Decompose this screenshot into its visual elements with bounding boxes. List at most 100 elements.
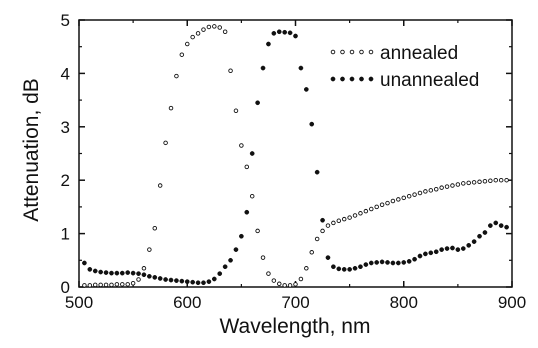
legend: annealed unannealed — [330, 43, 479, 91]
data-point-unannealed — [266, 41, 271, 47]
data-point-annealed — [358, 211, 363, 216]
data-point-unannealed — [336, 266, 342, 272]
data-point-annealed — [379, 202, 385, 208]
data-point-annealed — [309, 250, 314, 255]
data-point-unannealed — [233, 247, 239, 252]
data-point-annealed — [363, 208, 369, 214]
data-point-annealed — [130, 281, 136, 286]
y-tick-label: 1 — [61, 225, 70, 244]
data-point-unannealed — [368, 260, 374, 266]
legend-annealed-marker-dot — [340, 49, 345, 55]
data-point-annealed — [87, 283, 93, 288]
data-point-annealed — [374, 204, 379, 210]
data-point-unannealed — [114, 270, 120, 276]
data-point-unannealed — [119, 270, 125, 276]
data-point-unannealed — [385, 260, 390, 265]
data-point-unannealed — [433, 249, 439, 255]
data-point-unannealed — [147, 273, 152, 279]
x-tick-labels: 500 600 700 800 900 — [65, 293, 526, 312]
x-tick-label: 600 — [173, 293, 201, 312]
data-point-unannealed — [482, 230, 488, 235]
data-point-annealed — [163, 140, 168, 146]
legend-annealed-label: annealed — [380, 43, 458, 64]
data-point-unannealed — [163, 277, 168, 282]
data-point-unannealed — [125, 270, 131, 275]
data-point-unannealed — [87, 267, 93, 272]
data-point-annealed — [477, 179, 482, 185]
x-axis-label: Wavelength, nm — [220, 315, 371, 338]
data-point-unannealed — [309, 121, 315, 127]
series-annealed — [82, 24, 509, 288]
data-point-unannealed — [303, 87, 309, 92]
data-point-annealed — [206, 24, 212, 30]
data-point-annealed — [195, 31, 201, 36]
data-point-unannealed — [92, 268, 98, 274]
data-point-unannealed — [455, 247, 461, 252]
data-point-unannealed — [493, 220, 499, 226]
data-point-annealed — [271, 278, 277, 283]
data-point-unannealed — [320, 217, 325, 223]
data-point-unannealed — [103, 270, 109, 275]
data-point-unannealed — [401, 260, 407, 265]
data-point-annealed — [325, 223, 331, 228]
data-point-annealed — [369, 206, 374, 212]
data-point-unannealed — [179, 278, 185, 284]
data-point-unannealed — [298, 65, 304, 71]
legend-unannealed-marker-dot — [330, 76, 336, 82]
data-point-unannealed — [152, 275, 158, 280]
data-point-unannealed — [195, 280, 201, 286]
x-tick-label: 900 — [498, 293, 526, 312]
data-point-annealed — [423, 189, 428, 194]
data-point-annealed — [488, 178, 493, 183]
data-point-unannealed — [190, 279, 196, 285]
data-point-unannealed — [460, 246, 466, 251]
data-point-annealed — [282, 283, 287, 288]
data-point-unannealed — [439, 247, 444, 252]
legend-annealed-marker-dot — [330, 49, 336, 55]
data-point-unannealed — [157, 276, 163, 281]
series-unannealed — [82, 29, 509, 286]
data-point-annealed — [450, 183, 455, 188]
data-point-annealed — [152, 226, 158, 231]
data-point-unannealed — [287, 30, 293, 36]
data-point-annealed — [82, 283, 87, 288]
data-point-annealed — [504, 177, 509, 183]
data-point-unannealed — [341, 267, 347, 272]
legend-annealed-marker-dot — [368, 49, 374, 55]
data-point-unannealed — [358, 264, 363, 270]
data-point-annealed — [228, 68, 233, 73]
data-point-annealed — [493, 177, 499, 183]
data-point-annealed — [385, 200, 390, 206]
data-point-unannealed — [390, 260, 396, 266]
x-tick-label: 800 — [390, 293, 418, 312]
data-point-unannealed — [488, 223, 493, 228]
data-point-annealed — [401, 195, 407, 201]
data-point-unannealed — [244, 209, 250, 215]
data-point-unannealed — [255, 100, 260, 106]
data-point-unannealed — [406, 259, 412, 264]
data-point-unannealed — [379, 259, 385, 265]
data-point-unannealed — [347, 267, 352, 272]
data-point-annealed — [277, 281, 282, 287]
legend-unannealed-marker-dot — [340, 76, 345, 82]
data-point-unannealed — [504, 224, 509, 230]
data-point-unannealed — [477, 233, 482, 239]
data-point-unannealed — [184, 279, 190, 285]
data-point-annealed — [461, 181, 466, 186]
data-point-annealed — [396, 197, 401, 202]
data-point-unannealed — [423, 251, 428, 257]
data-point-annealed — [320, 228, 325, 234]
data-point-unannealed — [206, 279, 212, 285]
data-point-unannealed — [217, 271, 223, 276]
data-point-annealed — [98, 282, 103, 288]
data-point-annealed — [352, 213, 358, 218]
data-point-annealed — [184, 41, 190, 47]
data-point-annealed — [471, 180, 477, 185]
data-point-unannealed — [466, 242, 472, 248]
data-point-annealed — [141, 266, 147, 271]
data-point-annealed — [120, 282, 125, 287]
data-point-annealed — [125, 282, 130, 287]
data-point-unannealed — [314, 169, 320, 175]
data-point-unannealed — [395, 260, 401, 266]
